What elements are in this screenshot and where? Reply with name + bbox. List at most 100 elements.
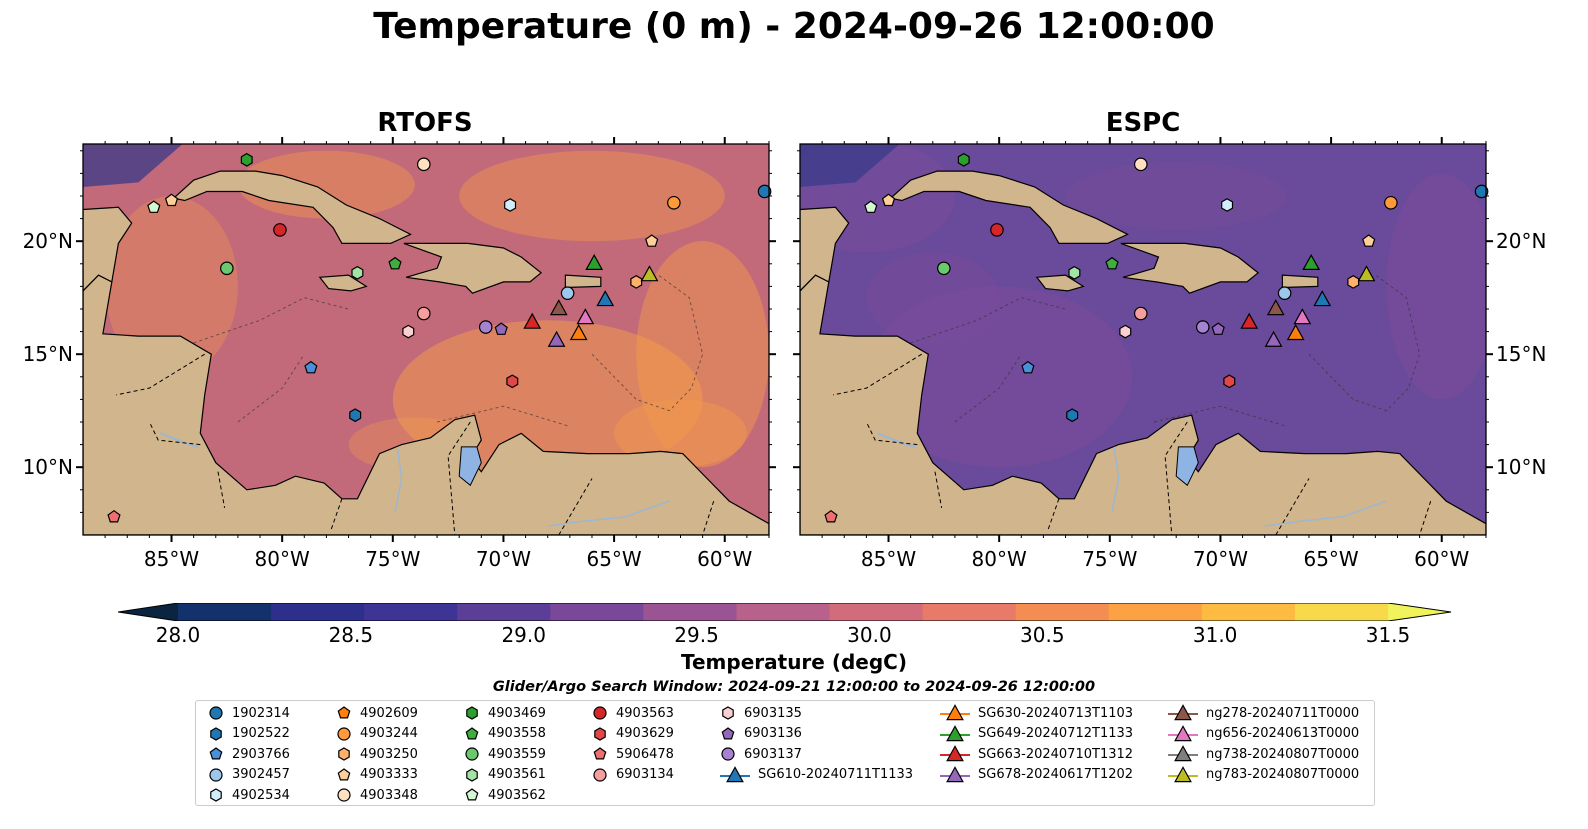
legend-triangle [946,765,964,783]
land [800,206,850,292]
argo-float-marker [1223,374,1236,389]
argo-float-marker [349,408,362,423]
legend-marker-icon [466,706,478,720]
country-border [116,353,205,396]
legend-triangle [946,704,964,721]
land [800,274,1486,535]
legend-item: ng738-20240807T0000 [1166,744,1359,764]
bathymetry-contour [436,405,570,427]
argo-float-marker [1474,184,1489,199]
legend-symbol [593,706,607,720]
legend-marker-icon [1168,724,1198,741]
legend-marker-icon [720,765,750,783]
bathymetry-contour [1308,274,1421,412]
country-border [1275,478,1310,535]
legend-symbol [593,768,607,782]
legend-label: 6903136 [744,726,802,742]
legend-triangle [1174,745,1192,762]
legend-item: 1902522 [206,724,290,744]
legend-item: 4903469 [462,703,546,723]
legend-item: 4903333 [334,765,418,785]
colorbar-segment [829,603,924,621]
colorbar-tick-label: 29.5 [674,623,719,647]
legend-item: 6903134 [590,765,674,785]
legend-item: 4903559 [462,744,546,764]
glider-marker [1240,312,1259,329]
land [1120,242,1260,294]
lon-tick-label: 75°W [365,547,420,571]
legend-marker-icon [940,745,970,762]
glider-marker [640,265,659,282]
argo-float-marker [478,320,493,334]
argo-float-marker [240,152,253,167]
land [564,274,602,289]
country-border [558,478,593,535]
argo-float-marker [957,152,970,167]
legend-marker-icon [940,765,970,783]
lon-tick-label: 70°W [1193,547,1248,571]
legend-item: SG649-20240712T1133 [938,724,1133,744]
argo-float-marker [504,198,517,212]
glider-marker [1357,265,1376,282]
river [877,432,916,448]
lat-tick-label: 20°N [1496,229,1546,253]
colorbar-extend-low [118,603,178,621]
colorbar [118,603,1452,621]
legend-label: 6903134 [616,767,674,783]
argo-float-marker [1066,408,1079,423]
argo-float-marker [1133,157,1148,172]
land [83,206,133,292]
map-body [83,144,769,535]
lon-tick-label: 85°W [144,547,199,571]
argo-float-marker [881,193,896,207]
argo-float-marker [864,200,878,213]
legend-label: SG663-20240710T1312 [978,746,1134,762]
legend-marker-icon [210,788,222,803]
rtofs-map: 85°W 80°W 75°W 70°W 65°W 60°W 20°N 15°N 10°N [23,137,776,571]
colorbar-segment [457,603,551,621]
legend-label: ng278-20240711T0000 [1206,705,1360,721]
lon-tick-label: 60°W [697,547,752,571]
country-border [1164,421,1188,535]
land [83,274,769,535]
legend-item: SG610-20240711T1133 [718,765,913,785]
land [403,242,543,294]
glider-marker [569,323,588,341]
legend-item: 4903558 [462,724,546,744]
map-frame [799,143,1487,536]
legend-triangle [726,765,744,783]
legend-item: ng783-20240807T0000 [1166,765,1359,785]
temperature-patch [614,399,747,468]
lon-tick-label: 85°W [861,547,916,571]
legend-marker-icon [940,704,970,721]
legend-symbol [466,768,478,782]
argo-float-marker [1021,360,1035,374]
legend-label: 4903559 [488,746,546,762]
legend-item: ng278-20240711T0000 [1166,703,1359,723]
argo-float-marker [757,184,772,199]
legend-symbol [337,788,351,802]
colorbar-segment [922,603,1017,621]
legend-item: SG663-20240710T1312 [938,744,1133,764]
lake-maracaibo [458,446,482,487]
legend-symbol [466,706,478,720]
legend-label: 4903563 [616,705,674,721]
country-border [833,353,922,396]
colorbar-segment [1201,603,1296,621]
legend-item: 4903561 [462,765,546,785]
temperature-patch [105,195,238,377]
lat-tick-label: 20°N [23,229,73,253]
colorbar-segment [550,603,644,621]
colorbar-extend-high [1388,603,1451,621]
argo-float-marker [1105,256,1119,270]
country-border [217,471,226,508]
country-border [1419,500,1432,535]
legend-symbol [722,706,734,720]
legend-marker-icon [593,768,607,782]
glider-marker [1286,323,1305,341]
legend-marker-icon [209,768,223,782]
legend-marker-icon [1168,704,1198,721]
argo-float-marker [220,261,234,276]
argo-float-marker [164,193,179,207]
gulf-cool-water [800,144,900,187]
